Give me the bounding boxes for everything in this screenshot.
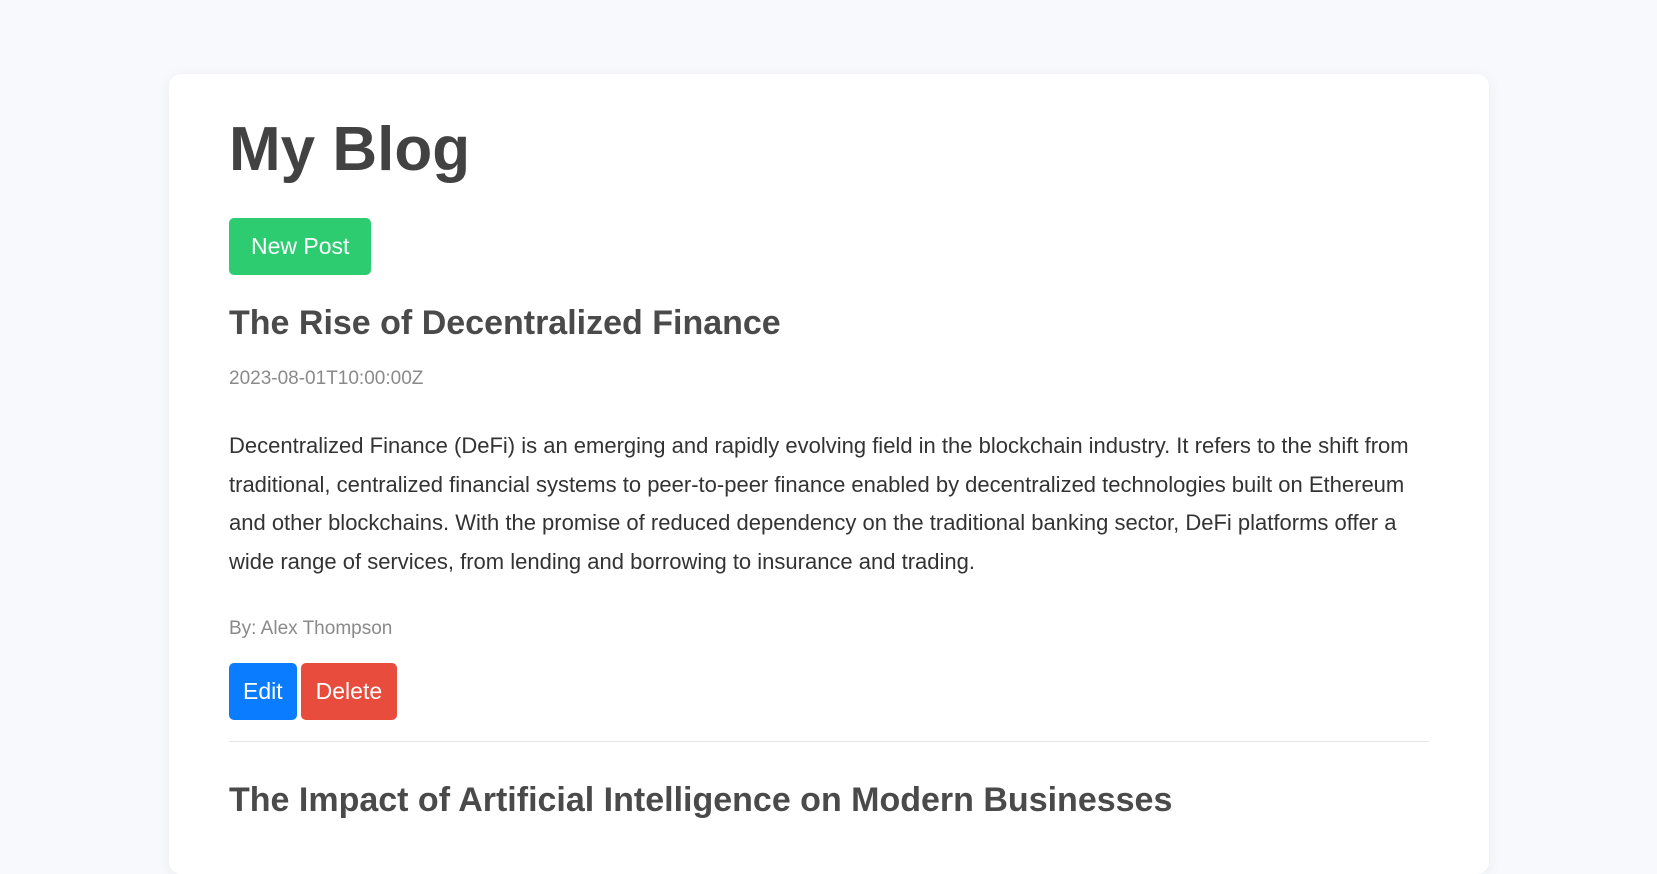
page-title: My Blog: [229, 115, 471, 184]
post-item: The Impact of Artificial Intelligence on…: [229, 778, 1429, 822]
new-post-button[interactable]: New Post: [229, 218, 372, 275]
delete-button[interactable]: Delete: [300, 663, 398, 720]
post-actions: Edit Delete: [229, 663, 1429, 720]
post-item: The Rise of Decentralized Finance 2023-0…: [229, 301, 1429, 742]
edit-button[interactable]: Edit: [229, 663, 297, 720]
post-date: 2023-08-01T10:00:00Z: [229, 368, 424, 389]
post-divider: [229, 741, 1429, 742]
post-title: The Impact of Artificial Intelligence on…: [229, 781, 1173, 819]
post-body: Decentralized Finance (DeFi) is an emerg…: [229, 433, 1409, 574]
post-title: The Rise of Decentralized Finance: [229, 304, 781, 342]
post-author: By: Alex Thompson: [229, 618, 393, 639]
blog-container: My Blog New Post The Rise of Decentraliz…: [169, 74, 1489, 874]
